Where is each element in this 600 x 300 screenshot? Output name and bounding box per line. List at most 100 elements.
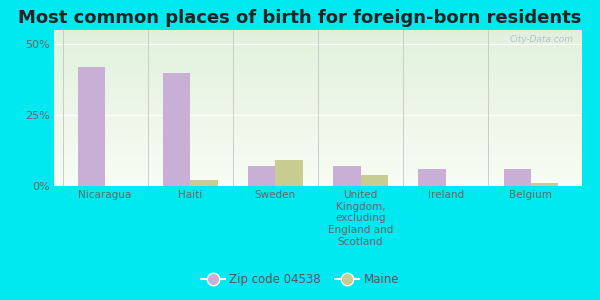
Bar: [54, 76, 582, 77]
Bar: [54, 88, 582, 89]
Bar: [54, 30, 582, 31]
Bar: [54, 111, 582, 112]
Bar: [54, 165, 582, 166]
Bar: [54, 162, 582, 163]
Bar: [54, 180, 582, 181]
Bar: [54, 141, 582, 142]
Bar: [54, 177, 582, 178]
Bar: [54, 36, 582, 37]
Bar: [54, 34, 582, 35]
Bar: [54, 99, 582, 100]
Bar: [54, 89, 582, 90]
Bar: [54, 121, 582, 122]
Bar: [54, 125, 582, 126]
Bar: [54, 181, 582, 182]
Bar: [54, 124, 582, 125]
Bar: [54, 122, 582, 123]
Bar: [54, 173, 582, 174]
Bar: [54, 69, 582, 70]
Bar: [248, 166, 275, 186]
Bar: [54, 102, 582, 103]
Bar: [54, 176, 582, 177]
Bar: [54, 87, 582, 88]
Bar: [54, 107, 582, 108]
Bar: [54, 138, 582, 139]
Bar: [78, 67, 105, 186]
Bar: [54, 182, 582, 183]
Bar: [54, 127, 582, 128]
Bar: [54, 84, 582, 85]
Bar: [54, 72, 582, 73]
Bar: [418, 169, 446, 186]
Bar: [54, 119, 582, 120]
Bar: [54, 113, 582, 114]
Bar: [54, 146, 582, 147]
Bar: [54, 137, 582, 138]
Bar: [54, 163, 582, 164]
Bar: [54, 50, 582, 51]
Bar: [54, 108, 582, 109]
Bar: [54, 134, 582, 135]
Bar: [54, 152, 582, 153]
Bar: [54, 61, 582, 62]
Bar: [54, 185, 582, 186]
Bar: [54, 110, 582, 111]
Bar: [54, 80, 582, 81]
Bar: [54, 66, 582, 67]
Bar: [54, 160, 582, 161]
Bar: [54, 71, 582, 72]
Bar: [54, 151, 582, 152]
Bar: [54, 45, 582, 46]
Bar: [54, 48, 582, 49]
Bar: [54, 68, 582, 69]
Bar: [54, 164, 582, 165]
Bar: [54, 123, 582, 124]
Bar: [54, 136, 582, 137]
Bar: [54, 128, 582, 129]
Bar: [54, 93, 582, 94]
Bar: [54, 101, 582, 102]
Bar: [54, 147, 582, 148]
Bar: [54, 174, 582, 175]
Text: City-Data.com: City-Data.com: [510, 35, 574, 44]
Bar: [54, 58, 582, 59]
Bar: [54, 65, 582, 66]
Bar: [54, 112, 582, 113]
Bar: [54, 159, 582, 160]
Bar: [54, 161, 582, 162]
Bar: [54, 98, 582, 99]
Bar: [54, 131, 582, 132]
Bar: [54, 57, 582, 58]
Bar: [54, 129, 582, 130]
Bar: [54, 144, 582, 145]
Bar: [54, 41, 582, 42]
Bar: [54, 55, 582, 56]
Bar: [54, 118, 582, 119]
Bar: [54, 47, 582, 48]
Bar: [54, 145, 582, 146]
Bar: [54, 95, 582, 96]
Bar: [54, 120, 582, 121]
Bar: [54, 81, 582, 82]
Bar: [54, 40, 582, 41]
Bar: [54, 56, 582, 57]
Bar: [54, 94, 582, 95]
Bar: [54, 104, 582, 105]
Bar: [54, 132, 582, 133]
Bar: [54, 79, 582, 80]
Bar: [54, 105, 582, 106]
Bar: [54, 64, 582, 65]
Bar: [54, 157, 582, 158]
Bar: [54, 86, 582, 87]
Bar: [54, 140, 582, 141]
Bar: [54, 60, 582, 61]
Bar: [54, 126, 582, 127]
Bar: [54, 44, 582, 45]
Bar: [54, 168, 582, 169]
Bar: [54, 52, 582, 53]
Bar: [54, 170, 582, 171]
Bar: [54, 139, 582, 140]
Bar: [54, 158, 582, 159]
Bar: [54, 43, 582, 44]
Bar: [163, 73, 190, 186]
